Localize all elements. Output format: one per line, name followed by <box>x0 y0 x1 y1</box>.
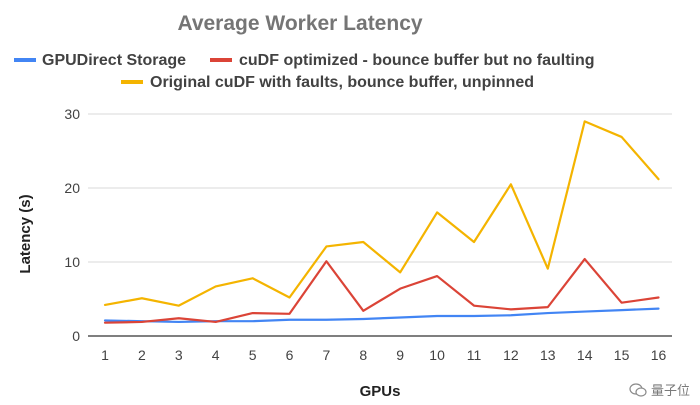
x-tick-label: 12 <box>503 347 519 363</box>
legend: GPUDirect Storage cuDF optimized - bounc… <box>14 52 595 91</box>
wechat-icon <box>629 382 647 397</box>
x-tick-label: 1 <box>101 347 109 363</box>
y-tick-label: 20 <box>64 180 80 196</box>
x-tick-label: 10 <box>429 347 445 363</box>
series-line-cudf-optimized <box>103 257 660 324</box>
x-tick-label: 14 <box>577 347 593 363</box>
gridlines <box>88 113 672 337</box>
y-tick-label: 10 <box>64 254 80 270</box>
y-tick-label: 30 <box>64 106 80 122</box>
chart-title: Average Worker Latency <box>177 12 422 35</box>
legend-label-cudf-optimized: cuDF optimized - bounce buffer but no fa… <box>239 52 595 69</box>
x-tick-label: 5 <box>249 347 257 363</box>
x-tick-label: 3 <box>175 347 183 363</box>
legend-label-gpudirect: GPUDirect Storage <box>42 52 186 69</box>
x-tick-label: 16 <box>651 347 667 363</box>
y-axis-label: Latency (s) <box>17 194 34 273</box>
watermark: 量子位 <box>629 380 690 399</box>
y-axis-ticks: 0 10 20 30 <box>64 106 80 344</box>
x-tick-label: 4 <box>212 347 220 363</box>
x-tick-label: 8 <box>359 347 367 363</box>
legend-swatch-gpudirect <box>14 58 36 62</box>
legend-swatch-cudf-optimized <box>210 58 232 62</box>
series-line-gpudirect <box>103 307 660 324</box>
x-tick-label: 15 <box>614 347 630 363</box>
x-tick-label: 2 <box>138 347 146 363</box>
x-tick-label: 13 <box>540 347 556 363</box>
x-axis-ticks: 1 2 3 4 5 6 7 8 9 10 11 12 13 14 15 16 <box>101 347 666 363</box>
x-tick-label: 9 <box>396 347 404 363</box>
x-tick-label: 7 <box>323 347 331 363</box>
legend-label-original-cudf: Original cuDF with faults, bounce buffer… <box>150 74 534 91</box>
y-tick-label: 0 <box>72 328 80 344</box>
series-lines <box>103 120 660 324</box>
x-tick-label: 11 <box>467 347 482 363</box>
legend-swatch-original-cudf <box>121 80 143 84</box>
legend-item-cudf-optimized: cuDF optimized - bounce buffer but no fa… <box>210 52 595 69</box>
watermark-text: 量子位 <box>650 383 690 398</box>
legend-item-original-cudf: Original cuDF with faults, bounce buffer… <box>121 74 534 91</box>
x-axis-label: GPUs <box>360 383 401 400</box>
x-tick-label: 6 <box>286 347 294 363</box>
legend-item-gpudirect: GPUDirect Storage <box>14 52 186 69</box>
series-line-original-cudf <box>103 120 660 307</box>
